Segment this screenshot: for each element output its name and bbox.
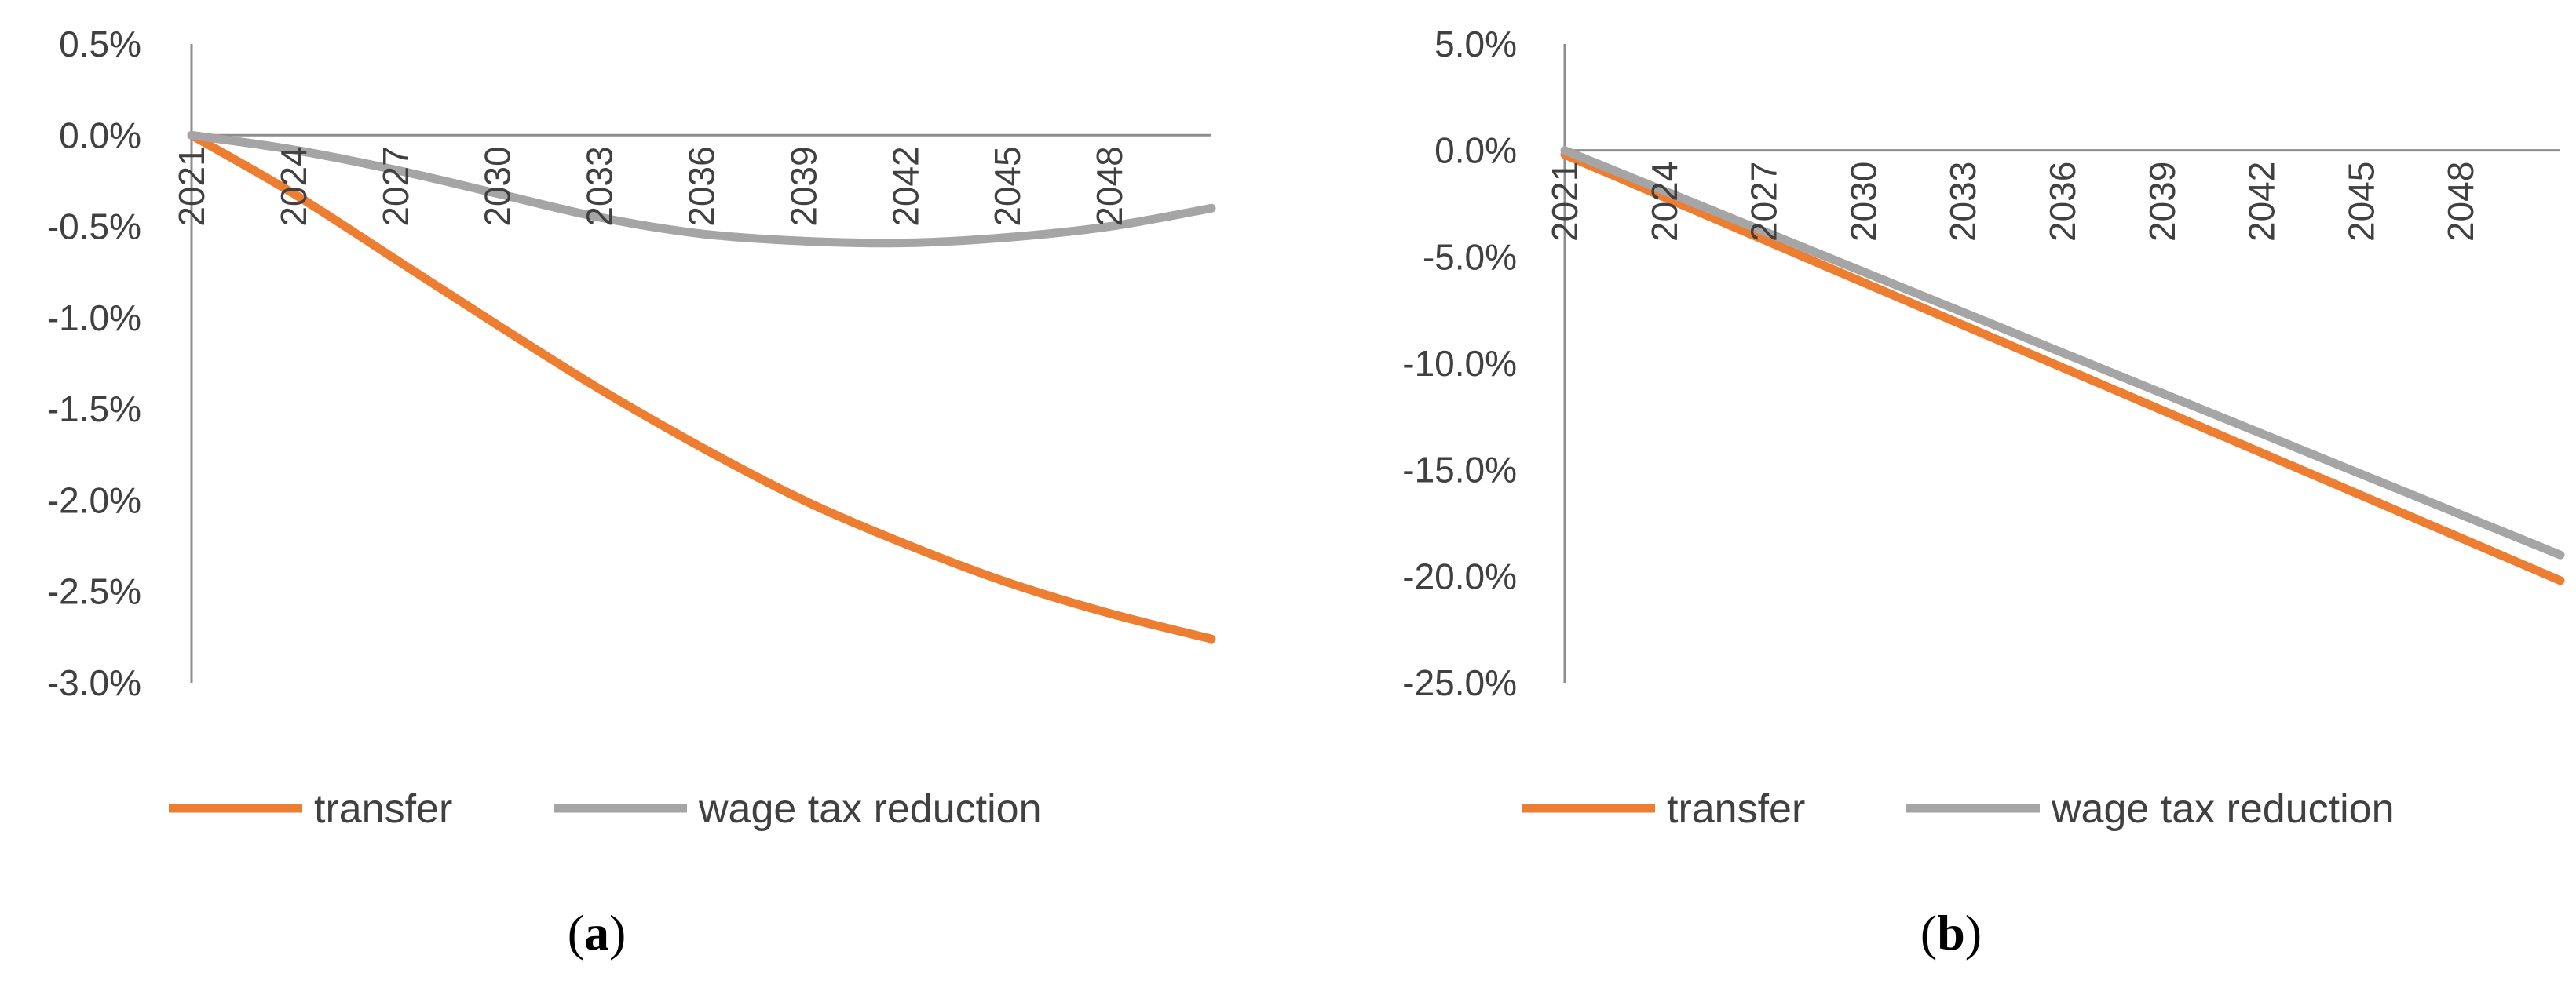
x-tick-label: 2021 [171,146,212,226]
x-tick-label: 2039 [783,146,824,226]
x-tick-label: 2045 [2340,162,2381,242]
panel-caption: (b) [1920,905,1982,961]
x-tick-label: 2030 [1843,162,1884,242]
y-tick-label: -1.5% [47,388,141,429]
y-tick-label: -3.0% [47,662,141,703]
x-tick-label: 2033 [1942,162,1983,242]
x-tick-label: 2039 [2142,162,2183,242]
series-line-wage-tax-reduction [187,130,1216,248]
y-tick-label: 0.5% [59,24,141,64]
x-tick-label: 2033 [579,146,620,226]
legend-label: wage tax reduction [698,786,1042,832]
series-line-wage-tax-reduction [1560,146,2565,560]
y-tick-label: -20.0% [1402,556,1517,596]
legend-label: wage tax reduction [2051,786,2395,832]
y-tick-label: 0.0% [59,115,141,155]
y-tick-label: -2.5% [47,571,141,612]
y-tick-label: 5.0% [1434,24,1517,64]
y-tick-label: -25.0% [1402,662,1517,703]
y-tick-label: -2.0% [47,479,141,520]
x-tick-label: 2024 [273,146,314,226]
x-tick-label: 2027 [1744,162,1785,242]
legend-label: transfer [1667,786,1805,832]
series-line-transfer [187,130,1216,644]
x-tick-label: 2036 [681,146,722,226]
x-tick-label: 2036 [2042,162,2083,242]
x-tick-label: 2048 [2440,162,2481,242]
y-tick-label: -1.0% [47,297,141,338]
y-tick-label: -0.5% [47,206,141,247]
panel-caption: (a) [568,905,627,961]
y-tick-label: 0.0% [1434,130,1517,171]
y-tick-label: -5.0% [1423,236,1517,277]
legend-label: transfer [314,786,452,832]
x-tick-label: 2048 [1089,146,1130,226]
x-tick-label: 2030 [477,146,518,226]
x-tick-label: 2045 [987,146,1028,226]
x-tick-label: 2042 [885,146,926,226]
panel-a: 0.5% 0.0% -0.5% -1.0% -1.5% -2.0% -2.5% -3.0% 20… [47,24,1216,961]
x-tick-label: 2042 [2242,162,2282,242]
x-tick-label: 2027 [375,146,416,226]
x-tick-label: 2024 [1644,162,1685,242]
y-tick-label: -15.0% [1402,450,1517,490]
x-tick-label: 2021 [1544,162,1585,242]
y-tick-label: -10.0% [1402,343,1517,384]
series-line-transfer [1560,150,2565,585]
panel-b: 5.0% 0.0% -5.0% -10.0% -15.0% -20.0% -25.0% 202… [1402,24,2565,961]
